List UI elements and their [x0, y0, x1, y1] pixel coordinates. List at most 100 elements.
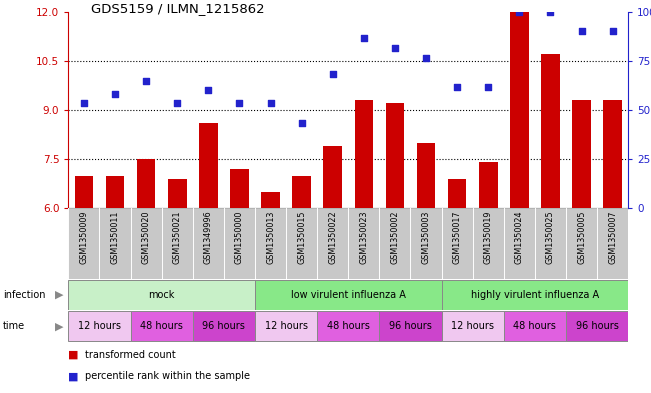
Bar — [324, 146, 342, 208]
Text: GSM1350025: GSM1350025 — [546, 210, 555, 264]
Bar — [230, 169, 249, 208]
Point — [421, 55, 431, 61]
Bar — [597, 208, 628, 279]
Bar — [131, 208, 161, 279]
Point — [296, 120, 307, 126]
Text: mock: mock — [148, 290, 175, 300]
Bar — [193, 311, 255, 341]
Text: GSM1350005: GSM1350005 — [577, 210, 586, 264]
Bar — [535, 208, 566, 279]
Point — [327, 71, 338, 77]
Text: GSM1350023: GSM1350023 — [359, 210, 368, 264]
Text: 48 hours: 48 hours — [140, 321, 183, 331]
Bar — [255, 311, 317, 341]
Text: GSM1350003: GSM1350003 — [422, 210, 430, 264]
Bar — [479, 162, 497, 208]
Bar — [68, 311, 131, 341]
Bar — [380, 311, 441, 341]
Text: low virulent influenza A: low virulent influenza A — [291, 290, 406, 300]
Bar — [355, 100, 373, 208]
Bar — [261, 192, 280, 208]
Bar — [385, 103, 404, 208]
Text: GSM1350017: GSM1350017 — [452, 210, 462, 264]
Point — [203, 87, 214, 94]
Point — [483, 84, 493, 90]
Point — [266, 100, 276, 107]
Bar — [68, 208, 100, 279]
Bar — [603, 100, 622, 208]
Point — [172, 100, 182, 107]
Text: 48 hours: 48 hours — [514, 321, 557, 331]
Bar — [348, 208, 380, 279]
Point — [514, 9, 525, 15]
Point — [79, 100, 89, 107]
Point — [576, 28, 587, 35]
Bar — [193, 208, 224, 279]
Point — [359, 35, 369, 41]
Bar — [161, 208, 193, 279]
Bar — [317, 208, 348, 279]
Bar — [255, 280, 441, 310]
Bar — [380, 208, 411, 279]
Bar — [100, 208, 131, 279]
Text: GSM1350013: GSM1350013 — [266, 210, 275, 264]
Bar — [572, 100, 591, 208]
Bar — [566, 311, 628, 341]
Text: GSM1350022: GSM1350022 — [328, 210, 337, 264]
Point — [110, 90, 120, 97]
Text: GSM1350019: GSM1350019 — [484, 210, 493, 264]
Bar — [137, 159, 156, 208]
Text: ▶: ▶ — [55, 290, 64, 300]
Bar — [504, 208, 535, 279]
Text: 96 hours: 96 hours — [389, 321, 432, 331]
Bar — [417, 143, 436, 208]
Text: GSM1350000: GSM1350000 — [235, 210, 244, 264]
Text: percentile rank within the sample: percentile rank within the sample — [85, 371, 249, 381]
Text: GSM1350024: GSM1350024 — [515, 210, 524, 264]
Bar — [255, 208, 286, 279]
Bar — [199, 123, 217, 208]
Text: highly virulent influenza A: highly virulent influenza A — [471, 290, 599, 300]
Bar — [317, 311, 380, 341]
Bar — [473, 208, 504, 279]
Text: GSM1350020: GSM1350020 — [142, 210, 150, 264]
Point — [141, 77, 151, 84]
Text: transformed count: transformed count — [85, 350, 175, 360]
Text: GSM1350015: GSM1350015 — [297, 210, 306, 264]
Text: GSM1350007: GSM1350007 — [608, 210, 617, 264]
Bar — [441, 208, 473, 279]
Bar — [441, 311, 504, 341]
Text: ■: ■ — [68, 350, 79, 360]
Text: 48 hours: 48 hours — [327, 321, 370, 331]
Bar — [448, 179, 467, 208]
Bar — [224, 208, 255, 279]
Text: 12 hours: 12 hours — [264, 321, 307, 331]
Text: 12 hours: 12 hours — [451, 321, 494, 331]
Text: GSM1350021: GSM1350021 — [173, 210, 182, 264]
Text: 12 hours: 12 hours — [78, 321, 121, 331]
Point — [390, 45, 400, 51]
Text: GSM1350011: GSM1350011 — [111, 210, 120, 264]
Text: time: time — [3, 321, 25, 331]
Point — [234, 100, 245, 107]
Point — [607, 28, 618, 35]
Text: 96 hours: 96 hours — [202, 321, 245, 331]
Bar — [168, 179, 187, 208]
Point — [452, 84, 462, 90]
Text: GSM1349996: GSM1349996 — [204, 210, 213, 264]
Bar — [286, 208, 317, 279]
Text: ▶: ▶ — [55, 321, 64, 331]
Bar — [566, 208, 597, 279]
Bar — [504, 311, 566, 341]
Bar — [68, 280, 255, 310]
Point — [546, 9, 556, 15]
Text: infection: infection — [3, 290, 46, 300]
Text: GSM1350009: GSM1350009 — [79, 210, 89, 264]
Bar — [75, 176, 93, 208]
Text: 96 hours: 96 hours — [575, 321, 618, 331]
Bar — [441, 280, 628, 310]
Bar — [131, 311, 193, 341]
Bar — [541, 54, 560, 208]
Bar — [510, 12, 529, 208]
Text: GDS5159 / ILMN_1215862: GDS5159 / ILMN_1215862 — [91, 2, 265, 15]
